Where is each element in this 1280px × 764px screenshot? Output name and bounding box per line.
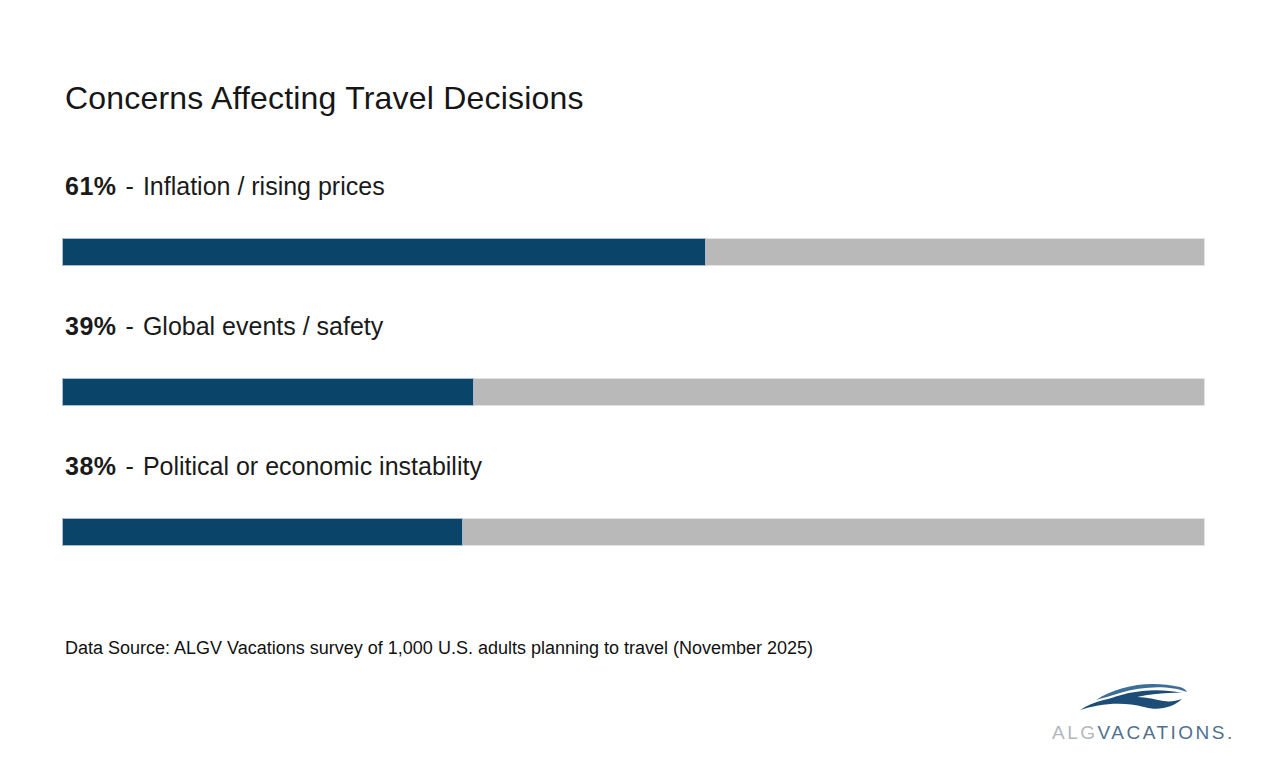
bar-label: 38%-Political or economic instability [65, 450, 1205, 482]
label-separator: - [126, 452, 134, 480]
bar-label: 39%-Global events / safety [65, 310, 1205, 342]
data-source-note: Data Source: ALGV Vacations survey of 1,… [65, 638, 813, 659]
bar-fill [62, 378, 474, 406]
bar-value-label: 39% [65, 312, 117, 340]
bar-track [62, 238, 1205, 266]
bar-category-label: Inflation / rising prices [143, 172, 385, 200]
bar-row: 61%-Inflation / rising prices [62, 170, 1205, 266]
bar-category-label: Political or economic instability [143, 452, 482, 480]
bar-fill [62, 518, 463, 546]
waves-icon [1074, 678, 1194, 718]
label-separator: - [126, 172, 134, 200]
bar-track [62, 378, 1205, 406]
bar-category-label: Global events / safety [143, 312, 383, 340]
logo-vacations: VACATIONS. [1098, 722, 1235, 743]
chart-title: Concerns Affecting Travel Decisions [65, 80, 584, 117]
bar-row: 39%-Global events / safety [62, 310, 1205, 406]
logo-wordmark: ALGVACATIONS. [1052, 722, 1216, 744]
bar-value-label: 38% [65, 452, 117, 480]
logo-alg: ALG [1052, 722, 1098, 743]
bar-value-label: 61% [65, 172, 117, 200]
label-separator: - [126, 312, 134, 340]
bar-fill [62, 238, 706, 266]
alg-vacations-logo: ALGVACATIONS. [1052, 678, 1216, 744]
slide: Concerns Affecting Travel Decisions 61%-… [0, 0, 1280, 764]
bar-label: 61%-Inflation / rising prices [65, 170, 1205, 202]
bar-row: 38%-Political or economic instability [62, 450, 1205, 546]
bar-track [62, 518, 1205, 546]
